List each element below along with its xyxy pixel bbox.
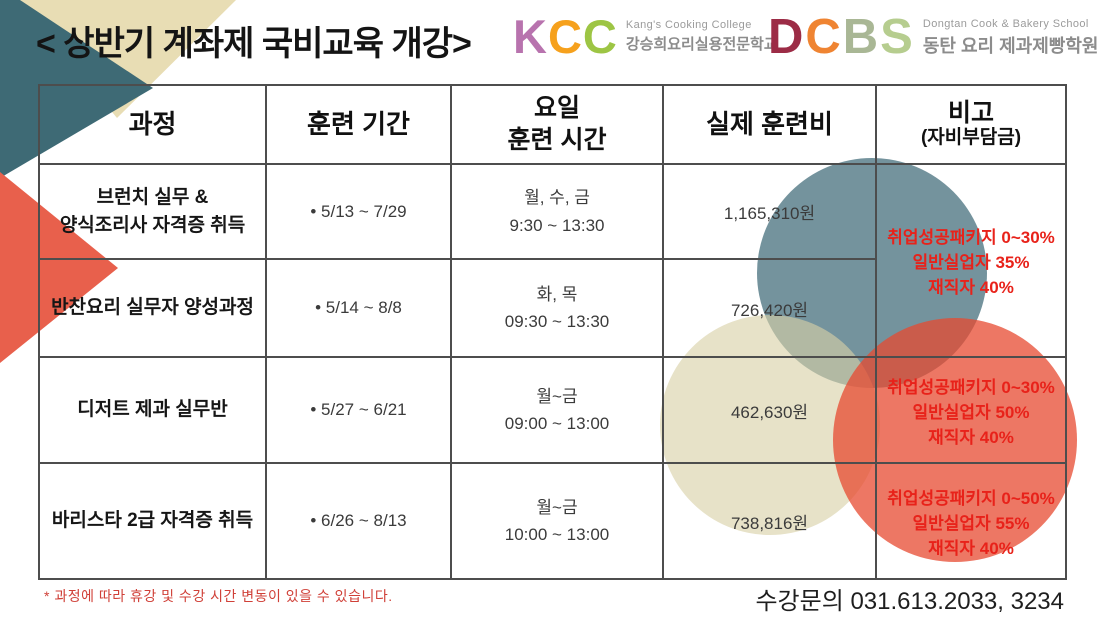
remark-line: 일반실업자 55%: [912, 513, 1030, 533]
remark-line: 재직자 40%: [928, 278, 1014, 297]
header-schedule: 요일 훈련 시간: [450, 84, 664, 165]
dcbs-letter-s: S: [880, 10, 915, 64]
table-header-row: 과정 훈련 기간 요일 훈련 시간 실제 훈련비 비고 (자비부담금): [38, 84, 1067, 165]
dcbs-letter-b: B: [842, 10, 881, 64]
header-period: 훈련 기간: [265, 84, 452, 165]
remark-line: 재직자 40%: [928, 538, 1014, 558]
table-row: 브런치 실무 & 양식조리사 자격증 취득 • 5/13 ~ 7/29 월, 수…: [38, 163, 1067, 358]
header-note-title: 비고: [947, 98, 994, 127]
course-name: 바리스타 2급 자격증 취득: [38, 462, 267, 580]
kcc-korean-name: 강승희요리실용전문학교: [625, 36, 778, 53]
dcbs-letter-c: C: [805, 10, 843, 64]
remark-line: 취업성공패키지 0~30%: [887, 377, 1055, 397]
course-schedule: 월, 수, 금 9:30 ~ 13:30: [450, 163, 664, 260]
dcbs-letter-d: D: [768, 10, 806, 64]
contact-phone: 수강문의 031.613.2033, 3234: [755, 588, 1064, 615]
header-note: 비고 (자비부담금): [875, 84, 1067, 165]
remark-stack: 취업성공패키지 0~30% 일반실업자 50% 재직자 40%: [877, 373, 1065, 448]
remark-cell-row-4: 취업성공패키지 0~50% 일반실업자 55% 재직자 40%: [875, 462, 1067, 580]
dcbs-korean-name: 동탄 요리 제과제빵학원: [922, 35, 1099, 56]
dcbs-logo: D C B S Dongtan Cook & Bakery School 동탄 …: [768, 13, 1098, 62]
kcc-logo: K C C Kang's Cooking College 강승희요리실용전문학교: [513, 13, 778, 60]
course-fee: 726,420원: [662, 258, 877, 358]
course-table: 과정 훈련 기간 요일 훈련 시간 실제 훈련비 비고 (자비부담금) 브런치 …: [38, 84, 1067, 580]
course-period: • 5/14 ~ 8/8: [265, 258, 452, 358]
kcc-logo-letters: K C C: [513, 13, 618, 60]
kcc-letter-c1: C: [547, 10, 583, 63]
footnote: * 과정에 따라 휴강 및 수강 시간 변동이 있을 수 있습니다.: [44, 588, 393, 604]
course-name: 반찬요리 실무자 양성과정: [38, 258, 267, 358]
remark-line: 재직자 40%: [928, 427, 1014, 447]
remark-line: 취업성공패키지 0~30%: [887, 228, 1055, 247]
kcc-english-name: Kang's Cooking College: [625, 19, 752, 31]
cream-triangle: [20, 0, 236, 118]
course-name: 디저트 제과 실무반: [38, 356, 267, 464]
remark-cell-rows-1-2: 취업성공패키지 0~30% 일반실업자 35% 재직자 40%: [875, 163, 1067, 358]
header-course: 과정: [38, 84, 267, 165]
table-row: 바리스타 2급 자격증 취득 • 6/26 ~ 8/13 월~금 10:00 ~…: [38, 462, 1067, 580]
course-fee: 738,816원: [662, 462, 877, 580]
course-schedule: 월~금 10:00 ~ 13:00: [450, 462, 664, 580]
page-title: < 상반기 계좌제 국비교육 개강>: [36, 25, 472, 63]
course-name: 브런치 실무 & 양식조리사 자격증 취득: [38, 163, 267, 260]
table-row: 디저트 제과 실무반 • 5/27 ~ 6/21 월~금 09:00 ~ 13:…: [38, 356, 1067, 464]
dcbs-logo-text: Dongtan Cook & Bakery School 동탄 요리 제과제빵학…: [923, 18, 1099, 58]
remark-line: 일반실업자 50%: [912, 402, 1030, 422]
remark-cell-row-3: 취업성공패키지 0~30% 일반실업자 50% 재직자 40%: [875, 356, 1067, 464]
kcc-logo-text: Kang's Cooking College 강승희요리실용전문학교: [626, 19, 778, 54]
table-row: 반찬요리 실무자 양성과정 • 5/14 ~ 8/8 화, 목 09:30 ~ …: [38, 258, 1066, 358]
dcbs-logo-letters: D C B S: [768, 13, 915, 62]
kcc-letter-c2: C: [582, 10, 618, 63]
course-period: • 5/13 ~ 7/29: [265, 163, 452, 260]
header-fee: 실제 훈련비: [662, 84, 877, 165]
dcbs-english-name: Dongtan Cook & Bakery School: [922, 17, 1089, 30]
course-fee: 1,165,310원: [662, 163, 877, 260]
course-schedule: 월~금 09:00 ~ 13:00: [450, 356, 664, 464]
course-fee: 462,630원: [662, 356, 877, 464]
course-schedule: 화, 목 09:30 ~ 13:30: [450, 258, 664, 358]
remark-stack: 취업성공패키지 0~50% 일반실업자 55% 재직자 40%: [877, 484, 1065, 559]
remark-line: 취업성공패키지 0~50%: [887, 488, 1055, 508]
header-note-subtitle: (자비부담금): [920, 127, 1022, 149]
kcc-letter-k: K: [513, 10, 548, 63]
remark-line: 일반실업자 35%: [912, 253, 1030, 272]
course-period: • 6/26 ~ 8/13: [265, 462, 452, 580]
remark-stack: 취업성공패키지 0~30% 일반실업자 35% 재직자 40%: [877, 223, 1065, 298]
course-period: • 5/27 ~ 6/21: [265, 356, 452, 464]
